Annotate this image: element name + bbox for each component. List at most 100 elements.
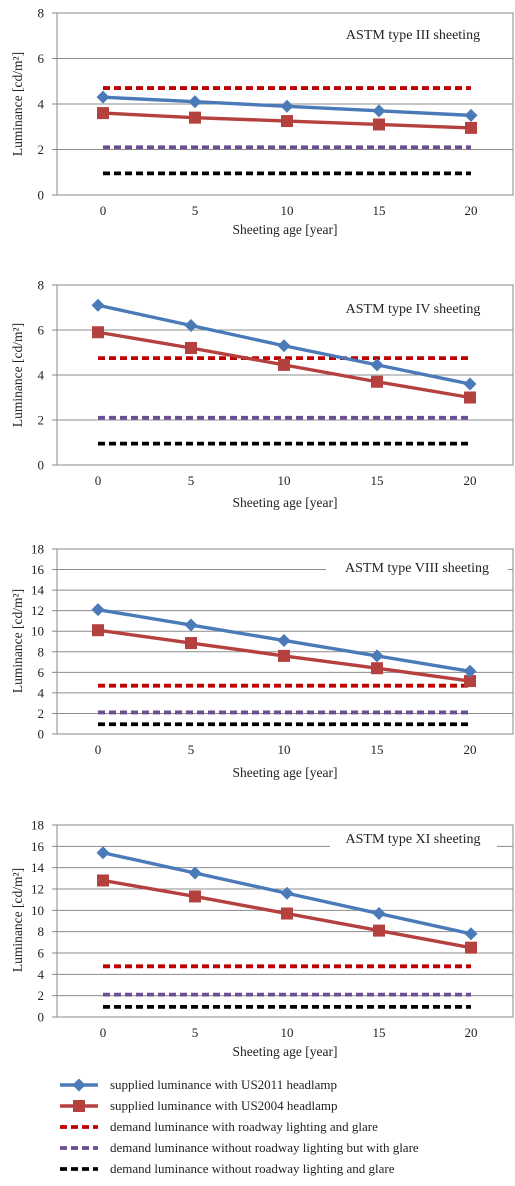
data-point [371, 662, 383, 675]
x-tick-label: 20 [464, 742, 477, 757]
y-tick-label: 2 [38, 706, 45, 721]
x-tick-label: 10 [281, 203, 294, 218]
series-us2004 [92, 326, 476, 404]
data-point [184, 319, 198, 332]
data-point [372, 907, 386, 921]
y-axis-label: Luminance [cd/m²] [10, 52, 25, 156]
x-tick-label: 10 [281, 1025, 294, 1040]
x-axis-ticks: 0 5 10 15 20 [95, 742, 477, 757]
data-point [465, 121, 477, 134]
panel-title-backdrop [326, 556, 508, 578]
data-point [277, 339, 291, 353]
data-point [280, 99, 294, 113]
plot-area [56, 824, 514, 1018]
data-point [277, 633, 291, 647]
gridlines [57, 329, 513, 421]
x-tick-label: 5 [192, 203, 199, 218]
y-tick-label: 16 [31, 562, 45, 577]
legend-item [60, 1078, 98, 1092]
panel-title: ASTM type VIII sheeting [345, 561, 489, 576]
x-tick-label: 10 [278, 742, 291, 757]
y-tick-label: 4 [38, 97, 45, 112]
y-axis-ticks: 0 2 4 6 8 10 12 14 16 18 [31, 542, 57, 742]
y-tick-label: 8 [38, 924, 45, 939]
x-tick-label: 15 [371, 473, 384, 488]
y-tick-label: 6 [38, 665, 45, 680]
y-tick-label: 4 [38, 368, 45, 383]
x-axis-label: Sheeting age [year] [233, 765, 338, 780]
data-point [189, 111, 201, 124]
data-point [188, 866, 202, 880]
x-tick-label: 10 [278, 473, 291, 488]
data-point [185, 342, 197, 354]
data-point [91, 603, 105, 617]
y-tick-label: 18 [31, 542, 44, 557]
y-tick-label: 4 [38, 967, 45, 982]
x-tick-label: 0 [95, 742, 102, 757]
x-tick-label: 20 [464, 473, 477, 488]
data-point [188, 95, 202, 109]
y-tick-label: 10 [31, 624, 44, 639]
data-point [370, 649, 384, 663]
x-tick-label: 15 [373, 1025, 386, 1040]
series-us2011 [96, 846, 478, 941]
data-point [96, 90, 110, 104]
panel-title: ASTM type XI sheeting [346, 832, 481, 847]
data-point [465, 941, 477, 954]
legend-swatch-marker [73, 1100, 85, 1112]
data-point [97, 874, 109, 887]
x-tick-label: 0 [95, 473, 102, 488]
y-tick-label: 8 [38, 278, 45, 293]
panel-title-backdrop [328, 22, 500, 46]
y-tick-label: 12 [31, 603, 44, 618]
data-point [280, 886, 294, 900]
x-axis-ticks: 0 5 10 15 20 [100, 203, 478, 218]
y-axis-ticks: 0 2 4 6 8 [38, 278, 57, 473]
data-point [371, 375, 383, 388]
legend-label: demand luminance without roadway lightin… [110, 1161, 395, 1176]
y-tick-label: 6 [38, 323, 45, 338]
x-axis-label: Sheeting age [year] [233, 1044, 338, 1059]
x-tick-label: 15 [373, 203, 386, 218]
y-axis-ticks: 0 2 4 6 8 [38, 6, 57, 203]
panel-title-backdrop [330, 827, 497, 849]
series-us2004 [92, 624, 476, 688]
data-point [464, 391, 476, 404]
x-axis-ticks: 0 5 10 15 20 [95, 473, 477, 488]
data-point [189, 890, 201, 903]
data-point [370, 358, 384, 372]
chart-panel-astm-type-viii: Sheeting age [year] Luminance [cd/m²] AS… [10, 542, 514, 780]
data-point [464, 108, 478, 122]
y-tick-label: 2 [38, 413, 45, 428]
x-axis-label: Sheeting age [year] [233, 495, 338, 510]
data-point [373, 118, 385, 131]
y-tick-label: 0 [38, 727, 45, 742]
series-us2011 [91, 603, 477, 678]
data-point [97, 107, 109, 120]
y-tick-label: 0 [38, 1010, 45, 1025]
data-point [92, 326, 104, 339]
data-point [91, 298, 105, 312]
y-tick-label: 2 [38, 142, 45, 157]
panel-title-backdrop [328, 296, 500, 320]
series-us2011 [96, 90, 478, 122]
panel-title: ASTM type IV sheeting [346, 302, 481, 317]
y-tick-label: 6 [38, 946, 45, 961]
data-point [92, 624, 104, 637]
data-point [281, 907, 293, 920]
legend-label: supplied luminance with US2011 headlamp [110, 1077, 337, 1092]
x-tick-label: 0 [100, 1025, 107, 1040]
y-tick-label: 10 [31, 903, 44, 918]
legend-swatch-marker [72, 1078, 86, 1092]
data-point [185, 637, 197, 650]
series-us2004 [97, 874, 477, 954]
data-point [463, 664, 477, 678]
chart-panel-astm-type-xi: Sheeting age [year] Luminance [cd/m²] AS… [10, 818, 514, 1059]
y-tick-label: 0 [38, 188, 45, 203]
x-tick-label: 5 [188, 473, 195, 488]
y-tick-label: 14 [31, 860, 45, 875]
y-axis-ticks: 0 2 4 6 8 10 12 14 16 18 [31, 818, 57, 1025]
y-tick-label: 8 [38, 6, 45, 21]
x-tick-label: 15 [371, 742, 384, 757]
legend-label: demand luminance without roadway lightin… [110, 1140, 419, 1155]
